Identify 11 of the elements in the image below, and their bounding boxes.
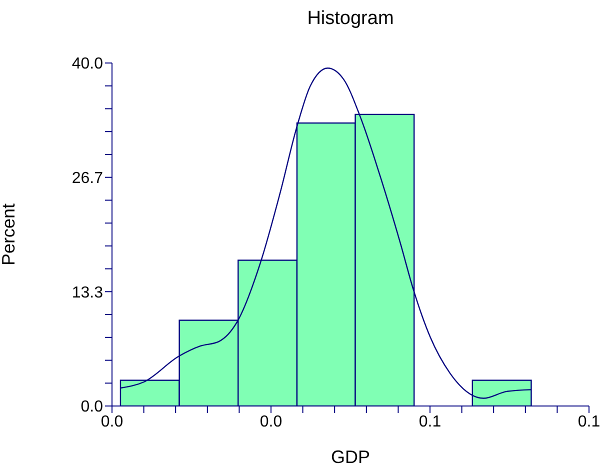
x-tick-label: 0.1 <box>578 413 600 430</box>
y-tick-label: 40.0 <box>72 56 104 73</box>
x-tick-label: 0.0 <box>100 413 124 430</box>
x-tick-label: 0.0 <box>260 413 282 430</box>
y-tick-label: 0.0 <box>80 398 104 416</box>
x-tick-label: 0.1 <box>418 413 442 430</box>
y-tick-label: 26.7 <box>72 170 104 188</box>
chart-title: Histogram <box>306 8 395 30</box>
y-axis-title: Percent <box>0 203 18 266</box>
y-tick-label: 13.3 <box>72 284 104 302</box>
x-axis-title: GDP <box>330 447 370 465</box>
